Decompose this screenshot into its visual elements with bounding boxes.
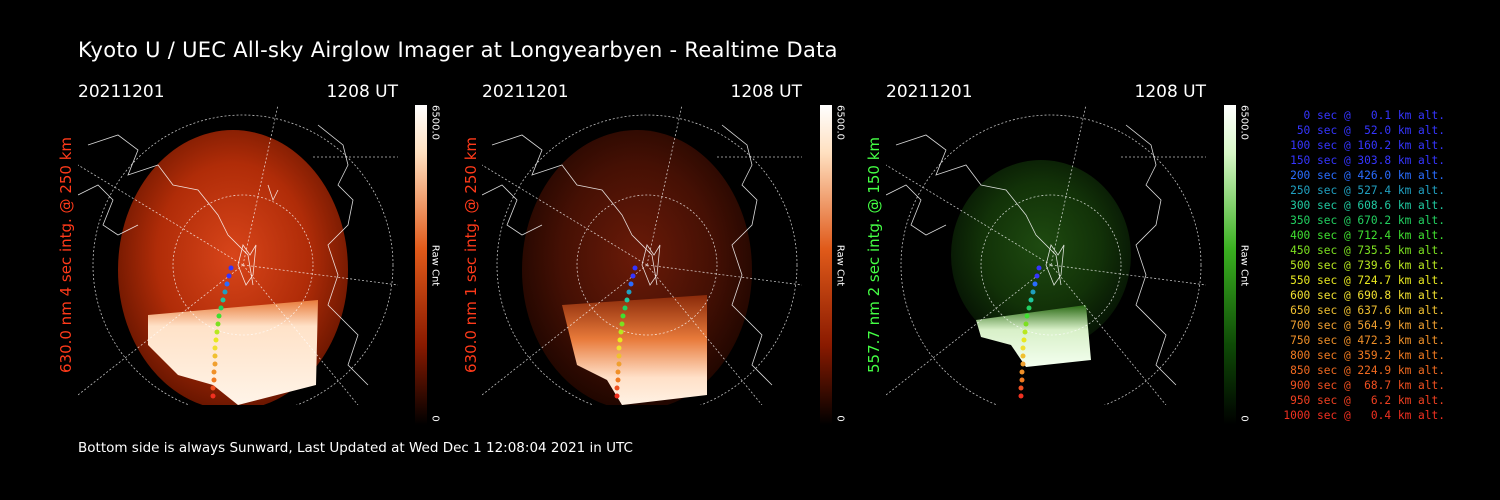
legend-entry: 450 sec @ 735.5 km alt. <box>1290 244 1445 257</box>
panel-3-side-label-wrap: 557.7 nm 2 sec intg. @ 150 km <box>863 105 885 405</box>
panel-1-svg <box>78 105 398 405</box>
legend-entry: 0 sec @ 0.1 km alt. <box>1303 109 1445 122</box>
panel-2-colorbar <box>820 105 832 425</box>
legend-entry: 950 sec @ 6.2 km alt. <box>1290 394 1445 407</box>
legend-entry: 200 sec @ 426.0 km alt. <box>1290 169 1445 182</box>
panel-1-time: 1208 UT <box>326 82 399 102</box>
panel-1-side-label: 630.0 nm 4 sec intg. @ 250 km <box>57 136 75 374</box>
panel-1-coastlines <box>78 124 369 386</box>
panel-2: 20211201 1208 UT <box>482 80 812 430</box>
legend-entry: 150 sec @ 303.8 km alt. <box>1290 154 1445 167</box>
panel-2-coastlines <box>482 124 773 386</box>
panel-3-time: 1208 UT <box>1134 82 1207 102</box>
panel-1-colorbar <box>415 105 427 425</box>
panel-1-grid <box>78 105 398 405</box>
legend-entry: 300 sec @ 608.6 km alt. <box>1290 199 1445 212</box>
panel-3-svg <box>886 105 1206 405</box>
legend-entry: 750 sec @ 472.3 km alt. <box>1290 334 1445 347</box>
panel-3-grid <box>886 105 1206 405</box>
panel-3-sky-disk <box>951 160 1131 350</box>
panel-3-trajectory <box>1018 265 1042 399</box>
trajectory-legend: 0 sec @ 0.1 km alt. 50 sec @ 52.0 km alt… <box>1265 108 1445 423</box>
panel-2-side-label-wrap: 630.0 nm 1 sec intg. @ 250 km <box>460 105 482 405</box>
panel-2-cbar-unit: Raw Cnt <box>834 244 846 287</box>
panel-3: 20211201 1208 UT <box>886 80 1216 430</box>
panel-2-cbar-max: 6500.0 <box>834 105 846 140</box>
legend-entry: 650 sec @ 637.6 km alt. <box>1290 304 1445 317</box>
panel-1-cbar-unit: Raw Cnt <box>429 244 441 287</box>
legend-entry: 900 sec @ 68.7 km alt. <box>1290 379 1445 392</box>
panel-2-grid <box>482 105 802 405</box>
panel-2-bright-region <box>562 295 707 405</box>
panel-2-trajectory <box>614 265 638 399</box>
panel-1-bright-region <box>148 300 318 405</box>
panel-3-cbar-min: 0 <box>1238 415 1250 422</box>
footer-note: Bottom side is always Sunward, Last Upda… <box>78 440 633 456</box>
panel-3-coastlines <box>886 124 1177 386</box>
panel-2-cbar-min: 0 <box>834 415 846 422</box>
legend-entry: 400 sec @ 712.4 km alt. <box>1290 229 1445 242</box>
legend-entry: 350 sec @ 670.2 km alt. <box>1290 214 1445 227</box>
legend-entry: 250 sec @ 527.4 km alt. <box>1290 184 1445 197</box>
panel-1: 20211201 1208 UT <box>78 80 408 430</box>
page-title: Kyoto U / UEC All-sky Airglow Imager at … <box>78 38 838 62</box>
panel-2-time: 1208 UT <box>730 82 803 102</box>
panel-2-side-label: 630.0 nm 1 sec intg. @ 250 km <box>462 136 480 374</box>
legend-entry: 50 sec @ 52.0 km alt. <box>1296 124 1445 137</box>
legend-entry: 550 sec @ 724.7 km alt. <box>1290 274 1445 287</box>
legend-entry: 600 sec @ 690.8 km alt. <box>1290 289 1445 302</box>
panel-3-colorbar-labels: 6500.0 Raw Cnt 0 <box>1234 105 1254 425</box>
panel-1-allsky-image <box>78 105 398 405</box>
panel-3-date: 20211201 <box>886 82 973 102</box>
panel-1-side-label-wrap: 630.0 nm 4 sec intg. @ 250 km <box>55 105 77 405</box>
panel-1-date: 20211201 <box>78 82 165 102</box>
panel-1-cbar-max: 6500.0 <box>429 105 441 140</box>
panel-1-colorbar-labels: 6500.0 Raw Cnt 0 <box>425 105 445 425</box>
panel-3-allsky-image <box>886 105 1206 405</box>
panel-3-bright-region <box>976 305 1091 367</box>
panel-1-cbar-min: 0 <box>429 415 441 422</box>
panel-1-trajectory <box>210 265 234 399</box>
legend-entry: 1000 sec @ 0.4 km alt. <box>1283 409 1445 422</box>
legend-entry: 800 sec @ 359.2 km alt. <box>1290 349 1445 362</box>
legend-entry: 700 sec @ 564.9 km alt. <box>1290 319 1445 332</box>
panel-3-cbar-max: 6500.0 <box>1238 105 1250 140</box>
legend-entry: 100 sec @ 160.2 km alt. <box>1290 139 1445 152</box>
panel-2-allsky-image <box>482 105 802 405</box>
panel-3-colorbar <box>1224 105 1236 425</box>
panel-2-date: 20211201 <box>482 82 569 102</box>
panel-3-side-label: 557.7 nm 2 sec intg. @ 150 km <box>865 136 883 374</box>
legend-entry: 850 sec @ 224.9 km alt. <box>1290 364 1445 377</box>
panel-2-svg <box>482 105 802 405</box>
panel-3-cbar-unit: Raw Cnt <box>1238 244 1250 287</box>
legend-entry: 500 sec @ 739.6 km alt. <box>1290 259 1445 272</box>
panel-2-colorbar-labels: 6500.0 Raw Cnt 0 <box>830 105 850 425</box>
